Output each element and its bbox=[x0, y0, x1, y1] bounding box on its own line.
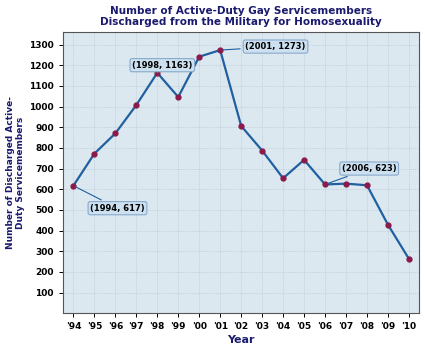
X-axis label: Year: Year bbox=[227, 336, 255, 345]
Title: Number of Active-Duty Gay Servicemembers
Discharged from the Military for Homose: Number of Active-Duty Gay Servicemembers… bbox=[100, 6, 382, 27]
Text: (1998, 1163): (1998, 1163) bbox=[132, 61, 193, 73]
Text: (1994, 617): (1994, 617) bbox=[76, 187, 145, 213]
Y-axis label: Number of Discharged Active-
Duty Servicemembers: Number of Discharged Active- Duty Servic… bbox=[6, 96, 25, 249]
Text: (2006, 623): (2006, 623) bbox=[328, 164, 397, 184]
Text: (2001, 1273): (2001, 1273) bbox=[223, 42, 306, 51]
